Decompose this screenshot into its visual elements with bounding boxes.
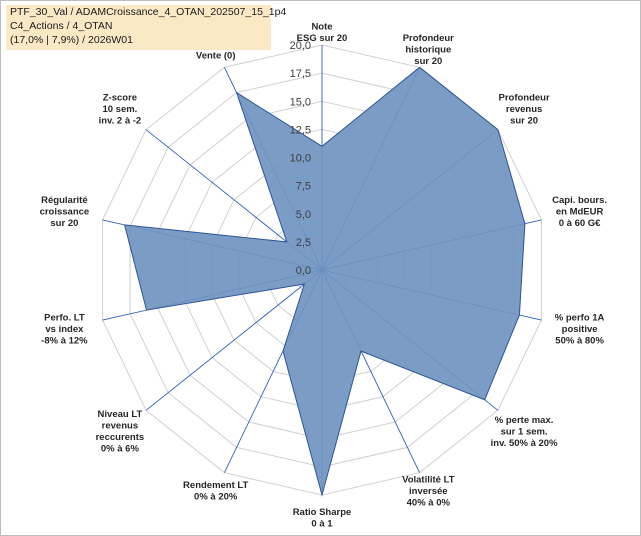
axis-label: Profondeur historique sur 20 (403, 33, 454, 67)
radar-axis-labels: Note ESG sur 20 Profondeur historique sur 20… (40, 22, 607, 530)
radar-tick-labels: 0,0 2,5 5,0 7,5 10,0 12,5 15,0 17,5 20,0 (290, 40, 311, 277)
axis-label: Volatilité LT inversée 40% à 0% (402, 475, 455, 509)
title-line-2: C4_Actions / 4_OTAN (10, 20, 113, 32)
axis-spoke (145, 269, 323, 411)
axis-label: Niveau LT revenus reccurents 0% à 6% (96, 409, 145, 455)
tick-label: 5,0 (296, 209, 311, 221)
tick-label: 15,0 (290, 96, 311, 108)
axis-label: % perte max. sur 1 sem. inv. 50% à 20% (491, 415, 558, 449)
axis-label: % perfo 1A positive 50% à 80% (555, 313, 605, 347)
tick-label: 17,5 (290, 68, 311, 80)
tick-label: 10,0 (290, 153, 311, 165)
axis-label: Profondeur revenus sur 20 (498, 93, 549, 127)
tick-label: 20,0 (290, 40, 311, 52)
title-line-3: (17,0% | 7,9%) / 2026W01 (10, 34, 133, 46)
tick-label: 2,5 (296, 237, 311, 249)
axis-label: Ratio Sharpe 0 à 1 (293, 507, 352, 530)
axis-label: Régularité croissance sur 20 (40, 195, 90, 229)
axis-label: Z-score 10 sem. inv. 2 à -2 (99, 93, 142, 127)
series-area (123, 66, 526, 497)
axis-label: Perfo. LT vs index -8% à 12% (41, 313, 88, 347)
axis-label: Note ESG sur 20 (297, 22, 348, 45)
axis-label: Capi. bours. en MdEUR 0 à 60 G€ (552, 195, 607, 229)
title-line-1: PTF_30_Val / ADAMCroissance_4_OTAN_20250… (10, 6, 287, 18)
radar-series (123, 66, 526, 497)
tick-label: 7,5 (296, 181, 311, 193)
chart-title-box: PTF_30_Val / ADAMCroissance_4_OTAN_20250… (6, 5, 287, 50)
tick-label: 0,0 (296, 265, 311, 277)
tick-label: 12,5 (290, 124, 311, 136)
axis-label: Rendement LT 0% à 20% (183, 480, 248, 503)
